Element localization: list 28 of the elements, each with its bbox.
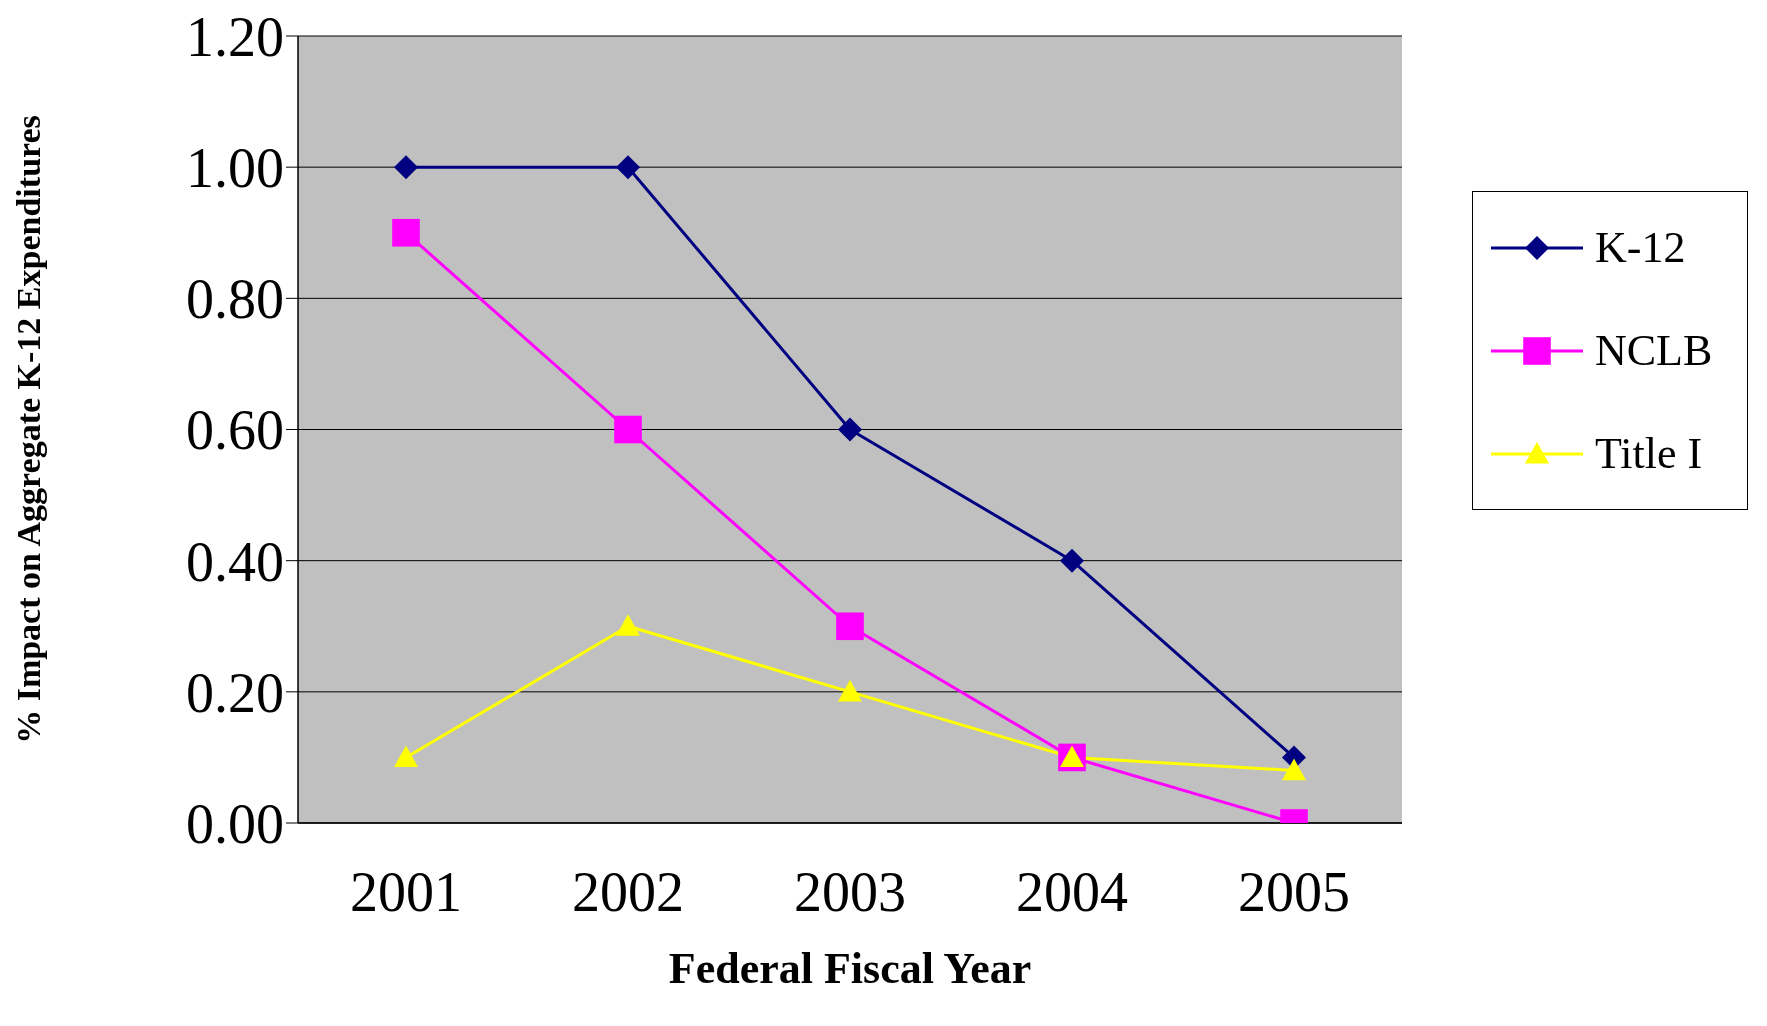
point: [836, 612, 864, 641]
point: [394, 745, 418, 768]
point: [616, 155, 640, 180]
y-tick-label: 1.20: [186, 5, 284, 68]
y-axis-title: % Impact on Aggregate K-12 Expenditures: [10, 115, 48, 744]
legend-label: K-12: [1595, 222, 1686, 273]
y-tick-label: 1.00: [186, 137, 284, 200]
x-tick-label: 2001: [350, 860, 462, 923]
point: [838, 679, 862, 702]
point: [1060, 548, 1084, 573]
point: [838, 417, 862, 442]
y-tick-label: 0.40: [186, 530, 284, 593]
point: [392, 218, 420, 247]
x-tick-label: 2004: [1016, 860, 1128, 923]
legend-label: Title I: [1595, 428, 1703, 479]
legend-label: NCLB: [1595, 325, 1713, 376]
y-tick-label: 0.20: [186, 661, 284, 724]
point: [616, 614, 640, 636]
point: [1282, 758, 1306, 781]
y-tick-label: 0.80: [186, 268, 284, 331]
point: [394, 155, 418, 180]
x-axis-title: Federal Fiscal Year: [668, 944, 1032, 993]
x-tick-label: 2005: [1238, 860, 1350, 923]
x-tick-label: 2002: [572, 860, 684, 923]
point: [614, 415, 642, 444]
y-tick-label: 0.60: [186, 399, 284, 462]
x-tick-label: 2003: [794, 860, 906, 923]
y-tick-label: 0.00: [186, 792, 284, 855]
